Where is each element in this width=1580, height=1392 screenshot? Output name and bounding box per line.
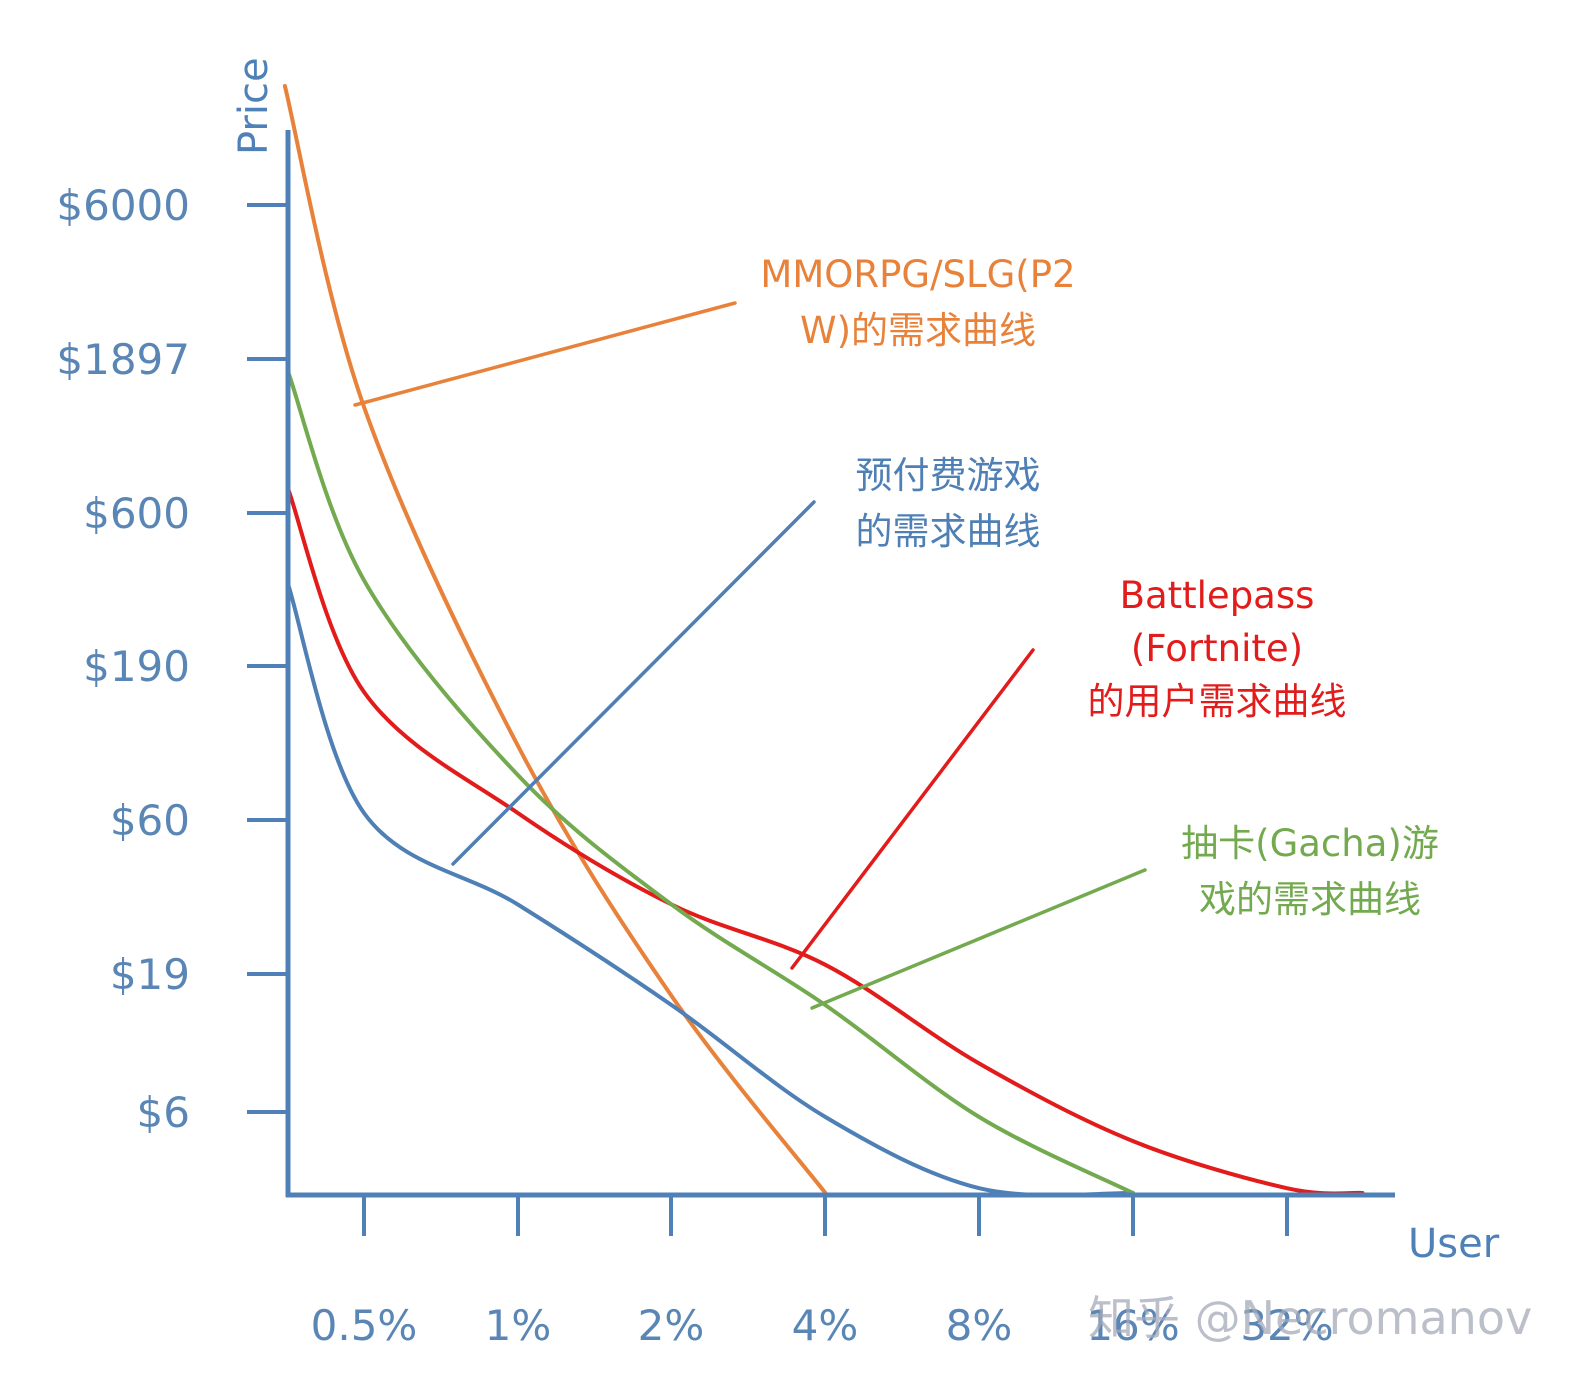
curves-layer: [282, 84, 1365, 1198]
mmorpg-slg-annotation-line: W)的需求曲线: [800, 309, 1036, 352]
x-tick-label: 32%: [1240, 1301, 1333, 1350]
gacha-game-demand-curve: [286, 369, 1135, 1195]
annotation-pointer-line: [451, 500, 816, 866]
ticks-layer: $6000 $1897 $600 $190 $60 $19 $6 0.5% 1% 2% 4% 8% 16…: [56, 181, 1333, 1350]
y-tick-label: $6000: [56, 181, 190, 230]
y-tick-label: $1897: [56, 335, 190, 384]
pointer-lines-layer: [353, 301, 1147, 1010]
y-tick-label: $60: [110, 796, 190, 845]
annotation-pointer-line: [810, 868, 1147, 1010]
battlepass-demand-curve: [286, 486, 1365, 1196]
watermark: 知乎 @Necromanov: [1088, 1291, 1532, 1345]
x-tick-label: 2%: [638, 1301, 705, 1350]
prepaid-game-annotation-line: 的需求曲线: [856, 510, 1041, 553]
x-tick-label: 1%: [485, 1301, 552, 1350]
annotation-pointer-line: [790, 648, 1035, 970]
y-tick-label: $190: [83, 642, 190, 691]
prepaid-game-annotation-line: 预付费游戏: [856, 454, 1041, 497]
x-tick-label: 0.5%: [311, 1301, 418, 1350]
y-tick-label: $19: [110, 950, 190, 999]
y-tick-label: $6: [137, 1088, 190, 1137]
mmorpg-slg-demand-curve: [282, 84, 828, 1195]
prepaid-game-demand-curve: [286, 582, 1135, 1198]
axes-layer: [285, 130, 1395, 1198]
annotation-pointer-line: [353, 301, 737, 407]
battlepass-annotation-line: (Fortnite): [1131, 627, 1303, 670]
x-tick-label: 16%: [1086, 1301, 1179, 1350]
battlepass-annotation-line: Battlepass: [1120, 574, 1315, 617]
x-axis-title: User: [1408, 1221, 1500, 1267]
y-tick-label: $600: [83, 489, 190, 538]
x-tick-label: 4%: [792, 1301, 859, 1350]
mmorpg-slg-annotation-line: MMORPG/SLG(P2: [760, 253, 1075, 296]
gacha-game-annotation-line: 戏的需求曲线: [1199, 878, 1421, 921]
y-axis-title: Price: [231, 57, 277, 155]
x-tick-label: 8%: [946, 1301, 1013, 1350]
battlepass-annotation-line: 的用户需求曲线: [1088, 680, 1347, 723]
gacha-game-annotation-line: 抽卡(Gacha)游: [1181, 822, 1439, 865]
